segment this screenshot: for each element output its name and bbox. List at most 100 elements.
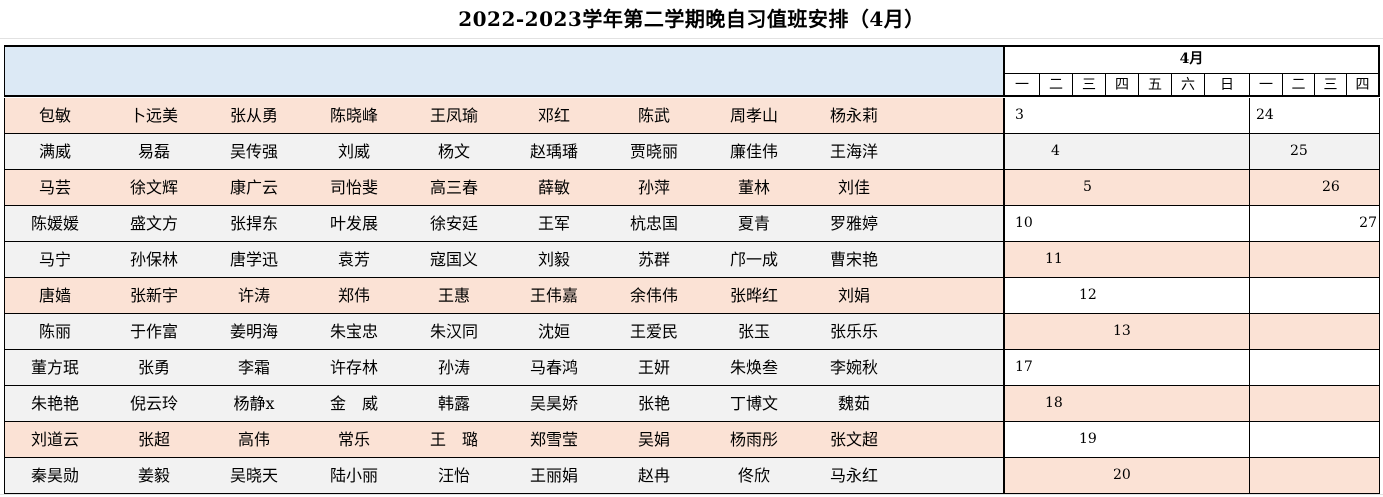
week2-cell — [1249, 422, 1379, 457]
teacher-name: 陈武 — [637, 106, 670, 125]
teacher-name: 李婉秋 — [829, 358, 878, 377]
teacher-name: 包敏 — [38, 106, 71, 125]
teacher-name: 苏群 — [637, 250, 670, 269]
teacher-name: 张晔红 — [729, 286, 778, 305]
calendar-cells: 20 — [1003, 458, 1380, 493]
weekday-tue-2: 二 — [1282, 74, 1314, 96]
grid-line — [0, 38, 1383, 39]
calendar-cells: 13 — [1003, 314, 1380, 349]
week1-cell: 20 — [1005, 458, 1249, 493]
teacher-name: 杨文 — [437, 142, 470, 161]
teacher-name: 康广云 — [229, 178, 278, 197]
teacher-name: 寇国义 — [429, 250, 478, 269]
names-cell-group: 朱艳艳 倪云玲 杨静x 金 威 韩露 吴昊娇 张艳 丁博文 魏茹 — [4, 386, 1003, 421]
teacher-name: 孙涛 — [437, 358, 470, 377]
teacher-name: 王伟嘉 — [529, 286, 578, 305]
teacher-name: 王凤瑜 — [429, 106, 478, 125]
weekday-sat: 六 — [1171, 74, 1204, 96]
weekday-mon-2: 一 — [1249, 74, 1282, 96]
teacher-name: 丁博文 — [729, 394, 778, 413]
teacher-name: 赵瑀璠 — [529, 142, 578, 161]
table-row: 包敏 卜远美 张从勇 陈晓峰 王凤瑜 邓红 陈武 周孝山 杨永莉 3 24 — [4, 98, 1380, 134]
teacher-name: 于作富 — [129, 322, 178, 341]
teacher-name: 韩露 — [437, 394, 470, 413]
names-cell-group: 刘道云 张超 高伟 常乐 王 璐 郑雪莹 吴娟 杨雨彤 张文超 — [4, 422, 1003, 457]
names-cell-group: 包敏 卜远美 张从勇 陈晓峰 王凤瑜 邓红 陈武 周孝山 杨永莉 — [4, 98, 1003, 133]
table-row: 陈媛媛 盛文方 张捍东 叶发展 徐安廷 王军 杭忠国 夏青 罗雅婷 10 27 — [4, 206, 1380, 242]
duty-date: 4 — [1051, 143, 1060, 159]
teacher-name: 王军 — [537, 214, 570, 233]
calendar-cells: 19 — [1003, 422, 1380, 457]
duty-date: 3 — [1015, 107, 1024, 123]
duty-date: 12 — [1079, 287, 1097, 303]
teacher-name: 朱艳艳 — [30, 394, 79, 413]
week1-cell: 12 — [1005, 278, 1249, 313]
teacher-name: 唐嫱 — [38, 286, 71, 305]
calendar-cells: 17 — [1003, 350, 1380, 385]
teacher-name: 佟欣 — [737, 466, 770, 485]
teacher-name: 张超 — [137, 430, 170, 449]
week2-cell — [1249, 350, 1379, 385]
weekday-sun: 日 — [1204, 74, 1249, 96]
calendar-cells: 5 26 — [1003, 170, 1380, 205]
teacher-name: 马芸 — [38, 178, 71, 197]
week2-cell: 26 — [1249, 170, 1379, 205]
week1-cell: 4 — [1005, 134, 1249, 169]
table-row: 陈丽 于作富 姜明海 朱宝忠 朱汉同 沈姮 王爱民 张玉 张乐乐 13 — [4, 314, 1380, 350]
calendar-cells: 18 — [1003, 386, 1380, 421]
names-cell-group: 马芸 徐文辉 康广云 司怡斐 高三春 薛敏 孙萍 董林 刘佳 — [4, 170, 1003, 205]
teacher-name: 王爱民 — [629, 322, 678, 341]
calendar-cells: 11 — [1003, 242, 1380, 277]
teacher-name: 杨永莉 — [829, 106, 878, 125]
teacher-name: 张文超 — [829, 430, 878, 449]
teacher-name: 王丽娟 — [529, 466, 578, 485]
teacher-name: 刘威 — [337, 142, 370, 161]
teacher-name: 许存林 — [329, 358, 378, 377]
teacher-name: 刘道云 — [30, 430, 79, 449]
table-row: 秦昊勋 姜毅 吴晓天 陆小丽 汪怡 王丽娟 赵冉 佟欣 马永红 20 — [4, 458, 1380, 494]
teacher-name: 吴昊娇 — [529, 394, 578, 413]
week2-cell — [1249, 278, 1379, 313]
teacher-name: 吴娟 — [637, 430, 670, 449]
teacher-name: 余伟伟 — [629, 286, 678, 305]
teacher-name: 张捍东 — [229, 214, 278, 233]
teacher-name: 张从勇 — [229, 106, 278, 125]
week2-cell: 24 — [1249, 98, 1379, 133]
week2-cell: 27 — [1249, 206, 1379, 241]
teacher-name: 高伟 — [237, 430, 270, 449]
duty-date: 27 — [1359, 215, 1377, 231]
duty-date: 17 — [1015, 359, 1033, 375]
week1-cell: 3 — [1005, 98, 1249, 133]
teacher-name: 张新宇 — [129, 286, 178, 305]
teacher-name: 马春鸿 — [529, 358, 578, 377]
teacher-name: 徐安廷 — [429, 214, 478, 233]
names-cell-group: 马宁 孙保林 唐学迅 袁芳 寇国义 刘毅 苏群 邝一成 曹宋艳 — [4, 242, 1003, 277]
teacher-name: 孙保林 — [129, 250, 178, 269]
month-label: 4月 — [1179, 51, 1204, 67]
weekday-thu: 四 — [1105, 74, 1138, 96]
teacher-name: 李霜 — [237, 358, 270, 377]
teacher-name: 董方珉 — [30, 358, 79, 377]
duty-date: 11 — [1045, 251, 1063, 267]
duty-date: 26 — [1322, 179, 1340, 195]
sheet-title: 2022-2023学年第二学期晚自习值班安排（4月） — [458, 7, 925, 31]
duty-date: 5 — [1083, 179, 1092, 195]
week1-cell: 13 — [1005, 314, 1249, 349]
teacher-name: 董林 — [737, 178, 770, 197]
week1-cell: 5 — [1005, 170, 1249, 205]
duty-date: 19 — [1079, 431, 1097, 447]
calendar-cells: 12 — [1003, 278, 1380, 313]
table-row: 马宁 孙保林 唐学迅 袁芳 寇国义 刘毅 苏群 邝一成 曹宋艳 11 — [4, 242, 1380, 278]
teacher-name: 马宁 — [38, 250, 71, 269]
teacher-name: 孙萍 — [637, 178, 670, 197]
duty-date: 25 — [1290, 143, 1308, 159]
calendar-cells: 4 25 — [1003, 134, 1380, 169]
teacher-name: 贾晓丽 — [629, 142, 678, 161]
weekday-wed: 三 — [1072, 74, 1105, 96]
teacher-name: 陆小丽 — [329, 466, 378, 485]
teacher-name: 司怡斐 — [329, 178, 378, 197]
teacher-name: 陈丽 — [38, 322, 71, 341]
teacher-name: 罗雅婷 — [829, 214, 878, 233]
teacher-name: 王海洋 — [829, 142, 878, 161]
names-cell-group: 董方珉 张勇 李霜 许存林 孙涛 马春鸿 王妍 朱焕叁 李婉秋 — [4, 350, 1003, 385]
